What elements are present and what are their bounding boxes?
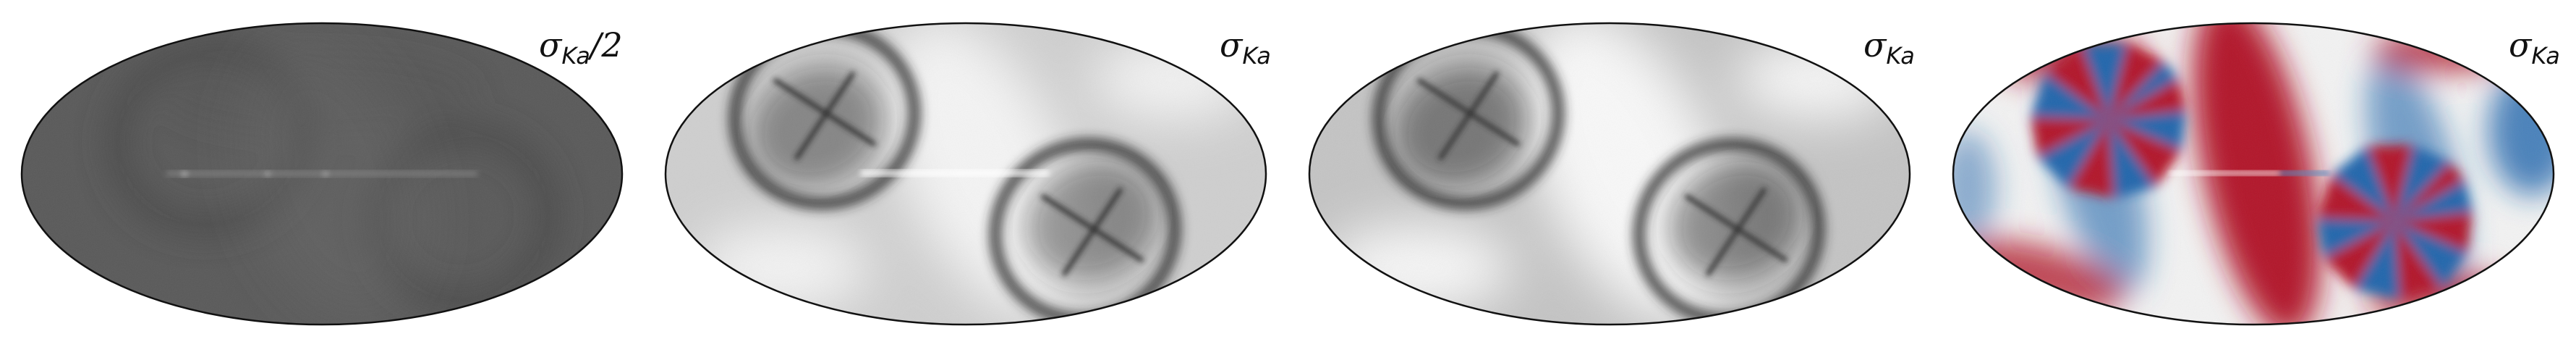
map-panel-1: σKa/2 [20,22,624,326]
map-outline [1952,22,2555,326]
map-panel-3: σKa [1308,22,1915,326]
map-panel-4: σKa [1952,22,2560,326]
panel-label: σKa [1863,25,1915,70]
galactic-plane [166,171,477,177]
panel-label: σKa [2509,25,2560,70]
panel-label: σKa/2 [539,25,623,70]
map-outline [664,22,1267,326]
map-panel-2: σKa [664,22,1271,326]
galactic-plane [2170,171,2329,175]
map-outline [20,22,624,326]
galactic-plane [861,170,1049,176]
panel-label: σKa [1220,25,1271,70]
map-outline [1308,22,1911,326]
